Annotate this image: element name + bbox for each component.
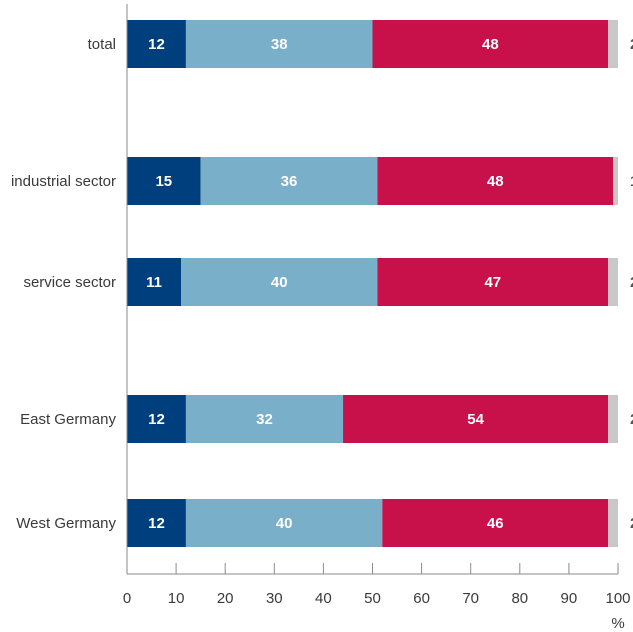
x-tick-label: 30: [266, 590, 283, 607]
x-tick-label: 60: [413, 590, 430, 607]
bar-segment: [613, 157, 618, 205]
data-label: 12: [148, 36, 165, 53]
bar-segment: [608, 499, 618, 547]
data-label: 1: [630, 173, 633, 190]
x-tick-label: 10: [168, 590, 185, 607]
x-tick-label: 20: [217, 590, 234, 607]
data-label: 2: [630, 515, 633, 532]
data-label: 12: [148, 515, 165, 532]
bar-segment: [382, 499, 609, 547]
bar-segment: [377, 258, 609, 306]
bar-segment: [200, 157, 378, 205]
x-tick-label: 70: [462, 590, 479, 607]
bar-segment: [185, 20, 373, 68]
bar-segment: [372, 20, 609, 68]
x-tick-label: 0: [123, 590, 131, 607]
data-label: 2: [630, 274, 633, 291]
data-label: 46: [487, 515, 504, 532]
bar-segment: [185, 499, 383, 547]
bar-segment: [343, 395, 609, 443]
bar-segment: [608, 20, 618, 68]
data-label: 40: [271, 274, 288, 291]
data-label: 38: [271, 36, 288, 53]
category-label: West Germany: [16, 515, 116, 532]
data-label: 54: [467, 411, 484, 428]
data-label: 36: [281, 173, 298, 190]
bar-segment: [608, 258, 618, 306]
category-label: total: [88, 36, 116, 53]
bar-segment: [608, 395, 618, 443]
category-labels: total industrial sector service sector East…: [11, 36, 117, 532]
x-tick-label: 80: [511, 590, 528, 607]
data-label: 11: [146, 274, 162, 291]
bars-group: 12384821536481114047212325421240462: [127, 20, 633, 547]
data-label: 2: [630, 411, 633, 428]
bar-segment: [127, 499, 186, 547]
x-tick-label: 50: [364, 590, 381, 607]
bar-segment: [127, 157, 201, 205]
bar-segment: [185, 395, 344, 443]
data-label: 2: [630, 36, 633, 53]
bar-segment: [127, 20, 186, 68]
bar-segment: [377, 157, 614, 205]
x-axis-ticks: 0 10 20 30 40 50 60 70 80 90 100: [123, 563, 631, 607]
data-label: 12: [148, 411, 165, 428]
data-label: 15: [155, 173, 172, 190]
x-tick-label: 40: [315, 590, 332, 607]
category-label: East Germany: [20, 411, 116, 428]
x-tick-label: 100: [605, 590, 630, 607]
data-label: 32: [256, 411, 273, 428]
data-label: 48: [482, 36, 499, 53]
data-label: 47: [484, 274, 501, 291]
x-axis-unit-label: %: [611, 615, 624, 632]
category-label: industrial sector: [11, 173, 116, 190]
x-tick-label: 90: [561, 590, 578, 607]
bar-segment: [181, 258, 378, 306]
data-label: 48: [487, 173, 504, 190]
data-label: 40: [276, 515, 293, 532]
bar-segment: [127, 258, 182, 306]
bar-segment: [127, 395, 186, 443]
category-label: service sector: [23, 274, 116, 291]
